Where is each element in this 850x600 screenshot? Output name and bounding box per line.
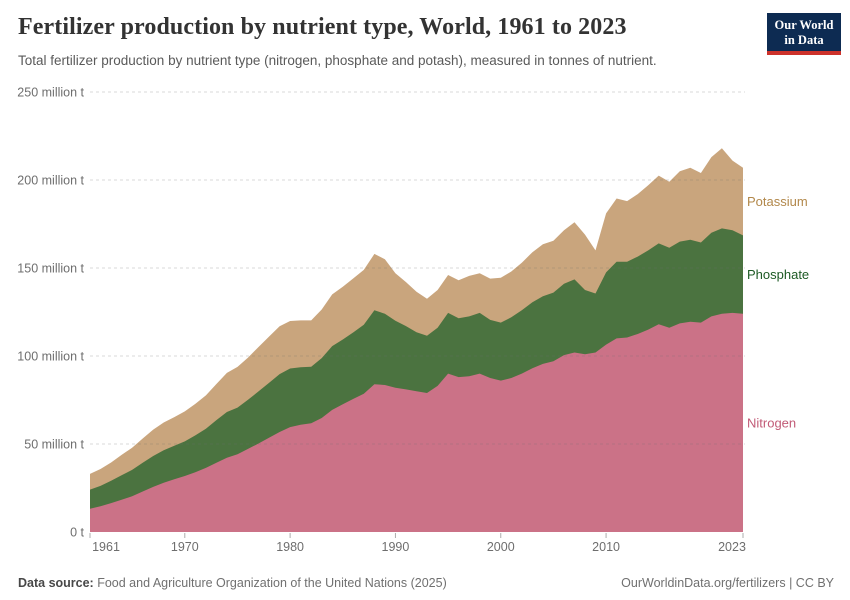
y-tick-label: 50 million t xyxy=(24,438,84,452)
x-tick-label: 1990 xyxy=(382,540,410,554)
chart-footer: Data source: Food and Agriculture Organi… xyxy=(18,576,834,590)
series-legend: Potassium Phosphate Nitrogen xyxy=(747,194,809,430)
y-tick-label: 0 t xyxy=(70,526,84,540)
area-layers xyxy=(90,148,743,533)
legend-label-phosphate: Phosphate xyxy=(747,267,809,282)
data-source: Data source: Food and Agriculture Organi… xyxy=(18,576,447,590)
x-tick-label: 2010 xyxy=(592,540,620,554)
footer-separator: | xyxy=(789,576,793,590)
y-tick-label: 200 million t xyxy=(17,174,84,188)
chart-subtitle: Total fertilizer production by nutrient … xyxy=(18,53,657,68)
x-tick-label: 1961 xyxy=(92,540,120,554)
owid-logo: Our World in Data xyxy=(767,13,841,55)
x-tick-label: 2023 xyxy=(718,540,746,554)
y-axis-labels: 0 t 50 million t 100 million t 150 million … xyxy=(17,86,84,540)
owid-url-link[interactable]: OurWorldinData.org/fertilizers xyxy=(621,576,786,590)
y-tick-label: 250 million t xyxy=(17,86,84,100)
data-source-label: Data source: xyxy=(18,576,94,590)
chart-title: Fertilizer production by nutrient type, … xyxy=(18,14,627,40)
area-nitrogen xyxy=(90,312,743,532)
owid-logo-line1: Our World xyxy=(774,18,834,32)
y-tick-label: 100 million t xyxy=(17,350,84,364)
license-label: CC BY xyxy=(795,576,834,590)
y-tick-label: 150 million t xyxy=(17,262,84,276)
owid-logo-line2: in Data xyxy=(784,32,824,47)
gridlines xyxy=(90,91,745,445)
x-tick-label: 2000 xyxy=(487,540,515,554)
footer-credit: OurWorldinData.org/fertilizers | CC BY xyxy=(621,576,834,590)
data-source-text: Food and Agriculture Organization of the… xyxy=(97,576,447,590)
x-tick-label: 1980 xyxy=(276,540,304,554)
x-axis: 1961 1970 1980 1990 2000 2010 2023 xyxy=(89,533,746,554)
legend-label-nitrogen: Nitrogen xyxy=(747,415,796,430)
legend-label-potassium: Potassium xyxy=(747,194,808,209)
x-tick-label: 1970 xyxy=(171,540,199,554)
